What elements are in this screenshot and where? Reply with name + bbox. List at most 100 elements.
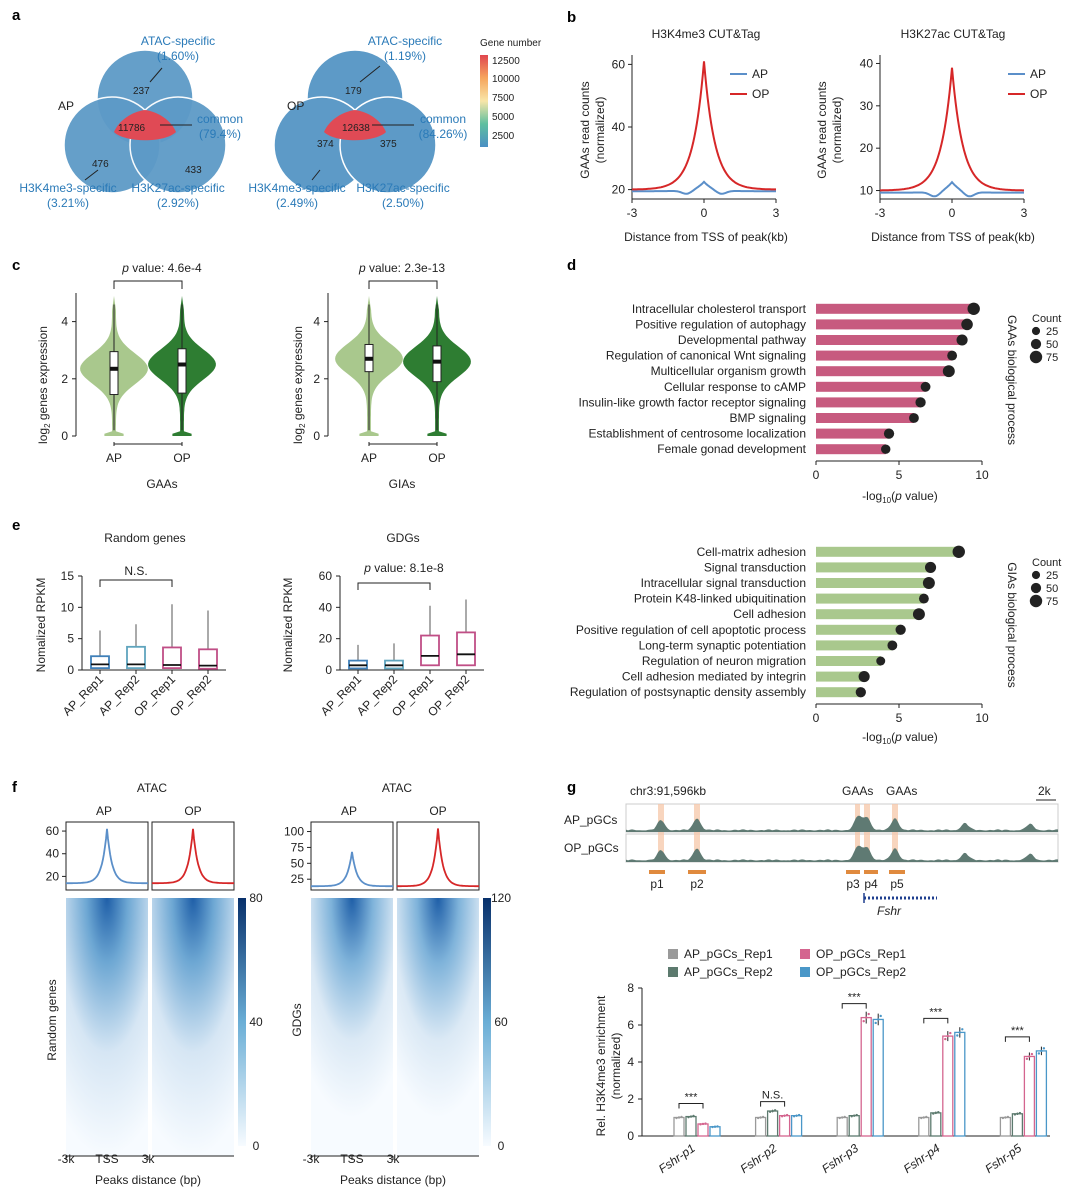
legend-dot-75 — [1029, 594, 1043, 608]
x-tick-label-2: 10 — [975, 711, 989, 725]
line-chart-h3k4me3: H3K4me3 CUT&Tag GAAs read counts (normal… — [578, 27, 788, 244]
box-2 — [162, 646, 182, 670]
count-dot-4 — [942, 365, 955, 378]
bar-Fshr-p4-0 — [918, 1116, 930, 1137]
x-tick-label-AP: AP — [361, 451, 377, 465]
count-dot-0 — [952, 545, 965, 558]
venn-ap: 237 476 433 11786 AP ATAC-specific (1.60… — [19, 34, 243, 210]
venn-op-common-pct: (84.26%) — [419, 127, 468, 141]
point-Fshr-p3-3-0 — [874, 1021, 877, 1025]
venn-op: 179 374 375 12638 OP ATAC-specific (1.19… — [248, 34, 467, 210]
x-tick-label-0: -3 — [627, 206, 638, 220]
primer-label-4: p5 — [890, 877, 904, 891]
profile-frame-1 — [396, 821, 480, 891]
f0-heatmap-op — [152, 898, 234, 1156]
point-Fshr-p1-0-1 — [677, 1116, 681, 1119]
point-Fshr-p1-3-1 — [713, 1125, 717, 1128]
point-Fshr-p5-2-1 — [1028, 1055, 1031, 1058]
legend-label-25: 25 — [1046, 326, 1058, 338]
point-Fshr-p1-1-1 — [689, 1115, 693, 1118]
point-Fshr-p1-3-0 — [711, 1125, 714, 1129]
y-tick-label-2: 60 — [612, 57, 626, 71]
bar-Fshr-p2-0 — [754, 1116, 767, 1137]
box-random-genes: Random genes Nomalized RPKM 051015AP_Rep… — [34, 531, 226, 719]
point-Fshr-p3-0-2 — [843, 1115, 846, 1119]
bar-Fshr-p2-2 — [778, 1115, 791, 1137]
box-3 — [198, 648, 218, 670]
count-dot-6 — [915, 397, 926, 408]
category-label-5: Positive regulation of cell apoptotic pr… — [576, 623, 806, 637]
x-tick-label-0: -3k — [303, 1152, 321, 1166]
venn-op-h3k27ac-name: H3K27ac-specific — [356, 181, 449, 195]
venn-ap-atac-name: ATAC-specific — [141, 34, 215, 48]
primer-bar-4 — [889, 870, 905, 874]
category-label-8: Establishment of centrosome localization — [589, 427, 806, 441]
coverage-AP_pGCs — [626, 815, 1058, 832]
point-Fshr-p2-3-2 — [797, 1113, 801, 1117]
track-gaas-1: GAAs — [842, 784, 873, 798]
category-label-1: Positive regulation of autophagy — [635, 317, 806, 331]
point-Fshr-p5-3-0 — [1037, 1052, 1041, 1055]
b0-title: H3K4me3 CUT&Tag — [652, 27, 761, 41]
profile-frame-0 — [65, 821, 149, 891]
category-label-6: Long-term synaptic potentiation — [639, 638, 806, 652]
venn-op-h3k4me3-name: H3K4me3-specific — [248, 181, 345, 195]
point-Fshr-p4-0-2 — [925, 1115, 928, 1119]
panel-letter-f: f — [12, 779, 18, 796]
legend-swatch-0 — [668, 949, 678, 959]
bar-5 — [816, 381, 926, 392]
bar-Fshr-p5-1 — [1011, 1113, 1024, 1137]
point-Fshr-p3-2-2 — [867, 1012, 870, 1016]
legend-dot-25 — [1031, 326, 1041, 336]
x-tick-label-1: Fshr-p2 — [738, 1141, 780, 1176]
g0-ylabel-2: (normalized) — [609, 1033, 623, 1100]
track-locus: chr3:91,596kb — [630, 784, 706, 798]
point-Fshr-p5-1-2 — [1018, 1111, 1022, 1115]
point-Fshr-p2-1-1 — [771, 1109, 774, 1113]
profile-tick-label-3: 100 — [284, 825, 304, 839]
f1-colorbar — [483, 898, 491, 1146]
count-dot-7 — [909, 413, 919, 423]
bar-Fshr-p3-0 — [836, 1116, 848, 1137]
bar-1 — [816, 319, 968, 330]
d0-xlabel: -log10(p value) — [862, 489, 938, 505]
median-OP — [433, 359, 441, 364]
x-tick-label-2: Fshr-p3 — [819, 1141, 861, 1176]
bar-3 — [816, 593, 924, 604]
x-tick-label-1: 5 — [896, 468, 903, 482]
category-label-8: Cell adhesion mediated by integrin — [622, 670, 806, 684]
point-Fshr-p5-2-0 — [1025, 1057, 1029, 1061]
genome-track: chr3:91,596kb GAAs GAAs 2k AP_pGCs OP_pG… — [564, 784, 1059, 918]
bar-Fshr-p5-2 — [1023, 1055, 1036, 1137]
sig-label-2: *** — [848, 992, 862, 1004]
point-Fshr-p2-2-0 — [780, 1115, 784, 1118]
b1-ylabel-2: (normalized) — [830, 97, 844, 164]
peak-highlight-3 — [864, 804, 870, 862]
b0-legend-op: OP — [752, 87, 769, 101]
count-dot-8 — [883, 428, 895, 439]
profile-tick-label-2: 75 — [291, 840, 305, 854]
count-dot-9 — [881, 444, 891, 454]
b1-legend-op: OP — [1030, 87, 1047, 101]
legend-dot-50 — [1030, 338, 1042, 350]
bar-Fshr-p1-1 — [685, 1115, 697, 1137]
venn-ap-common: 11786 — [118, 123, 146, 134]
bar-Fshr-p5-3 — [1035, 1050, 1048, 1137]
c1-pvalue: p value: 2.3e-13 — [358, 261, 445, 275]
venn-ap-h3k4me3-pct: (3.21%) — [47, 196, 89, 210]
bar-0 — [816, 546, 959, 557]
c0-xlabel: GAAs — [146, 477, 177, 491]
y-tick-label-0: 10 — [860, 184, 874, 198]
c0-pvalue: p value: 4.6e-4 — [121, 261, 202, 275]
bar-4 — [816, 366, 949, 377]
b1-legend-ap: AP — [1030, 67, 1046, 81]
x-tick-label-0: -3 — [875, 206, 886, 220]
panel-letter-d: d — [567, 257, 576, 274]
legend-swatch-1 — [668, 967, 678, 977]
y-tick-label-1: 5 — [67, 632, 74, 646]
venn-ap-h3k4me3-name: H3K4me3-specific — [19, 181, 116, 195]
point-Fshr-p2-0-0 — [756, 1116, 760, 1120]
point-Fshr-p5-3-2 — [1042, 1047, 1046, 1050]
point-Fshr-p2-2-1 — [783, 1114, 786, 1117]
f1-ylabel: GDGs — [290, 1003, 304, 1036]
